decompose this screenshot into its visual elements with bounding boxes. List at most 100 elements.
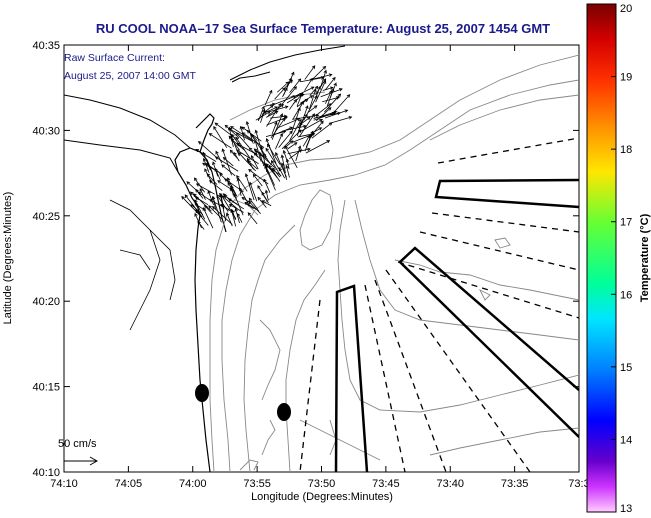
current-vector <box>220 204 231 211</box>
current-vector-head <box>215 150 219 155</box>
current-vector <box>236 175 248 192</box>
current-vector <box>305 140 330 154</box>
current-vector-head <box>250 154 255 159</box>
current-vector-head <box>293 86 297 90</box>
current-vector-head <box>202 157 207 162</box>
current-vector-head <box>279 132 283 137</box>
y-tick-label: 40:15 <box>32 382 60 394</box>
current-vector-head <box>303 124 307 129</box>
current-vector <box>228 135 240 151</box>
current-vector-head <box>204 168 208 173</box>
current-vector <box>260 109 266 123</box>
current-vector <box>257 106 265 122</box>
current-vector-head <box>270 160 275 164</box>
current-vector <box>220 194 225 210</box>
current-vector-head <box>236 212 241 217</box>
x-tick-label: 73:40 <box>436 478 464 490</box>
current-vector-head <box>233 193 237 198</box>
current-vector <box>233 194 244 216</box>
current-vector <box>291 107 301 131</box>
current-vector <box>235 137 251 160</box>
current-vector-head <box>278 167 283 172</box>
current-vector-head <box>289 140 294 144</box>
current-vector <box>300 77 324 83</box>
current-vector-head <box>283 114 288 119</box>
current-vector-head <box>194 203 199 207</box>
current-vector-head <box>313 105 318 109</box>
current-vector-head <box>216 194 220 198</box>
current-vector <box>283 79 293 90</box>
x-tick-label: 73:50 <box>308 478 336 490</box>
current-vector <box>275 133 283 150</box>
current-vector <box>194 213 202 229</box>
current-vector <box>278 167 285 179</box>
current-vector <box>268 165 281 182</box>
x-tick-label: 73:55 <box>243 478 271 490</box>
current-vector-head <box>245 120 250 125</box>
current-vector-head <box>305 105 309 110</box>
current-vector <box>309 86 318 96</box>
dashed-lines <box>299 137 579 472</box>
current-vector <box>324 77 336 91</box>
current-vector-head <box>190 191 194 196</box>
current-vector-head <box>228 135 233 140</box>
current-vector-head <box>285 81 290 85</box>
current-vector <box>209 180 223 191</box>
current-vector-head <box>278 102 282 107</box>
current-vector-head <box>346 94 351 98</box>
current-vector-head <box>306 116 311 121</box>
current-vector-head <box>244 173 249 177</box>
x-ticks: 74:10 74:05 74:00 73:55 73:50 73:45 73:40 73:35… <box>50 45 590 490</box>
current-vector <box>264 103 276 107</box>
current-vector-head <box>315 113 320 118</box>
current-vector-head <box>293 98 297 103</box>
y-tick-label: 40:30 <box>32 125 60 137</box>
current-vector <box>274 87 286 100</box>
current-vector <box>237 213 243 223</box>
current-vector-head <box>235 136 239 141</box>
current-vector-head <box>328 73 333 77</box>
current-vector-head <box>339 88 343 92</box>
current-vector-head <box>263 110 267 115</box>
current-vector-head <box>326 140 331 144</box>
current-vector-head <box>263 162 267 167</box>
current-vector-head <box>307 147 311 152</box>
current-vector-head <box>248 168 252 173</box>
current-vector <box>298 105 309 131</box>
colorbar-tick-label: 18 <box>620 144 632 156</box>
current-vector <box>286 165 290 178</box>
current-vector <box>315 103 332 117</box>
y-tick-label: 40:25 <box>32 211 60 223</box>
y-tick-label: 40:20 <box>32 296 60 308</box>
current-vector <box>275 152 287 178</box>
current-vector-head <box>241 196 246 201</box>
current-vector <box>281 129 302 150</box>
current-vector <box>193 193 212 212</box>
current-vector-head <box>310 86 315 90</box>
current-vector <box>215 156 239 172</box>
current-vector <box>295 86 314 97</box>
current-vector-head <box>289 130 293 135</box>
current-vector <box>209 133 232 149</box>
current-vector <box>248 198 259 210</box>
current-vector-head <box>262 108 266 113</box>
current-vector-head <box>263 178 267 183</box>
current-vector <box>292 101 304 121</box>
current-vector <box>322 96 340 103</box>
current-vector <box>221 195 237 220</box>
current-vector-head <box>314 85 319 90</box>
current-vector-head <box>280 154 285 159</box>
current-vector-head <box>195 209 199 214</box>
current-vector-head <box>226 212 230 217</box>
current-vector-head <box>222 193 227 197</box>
current-vector-head <box>282 149 287 154</box>
current-vector-head <box>227 182 231 186</box>
current-vector <box>195 149 217 162</box>
upper-right-box <box>434 178 579 209</box>
current-vector <box>222 148 232 176</box>
current-vector <box>311 66 326 81</box>
current-vector <box>217 180 235 192</box>
current-vector <box>264 90 273 106</box>
current-vector-head <box>209 180 213 184</box>
bay-shoreline <box>64 45 346 173</box>
